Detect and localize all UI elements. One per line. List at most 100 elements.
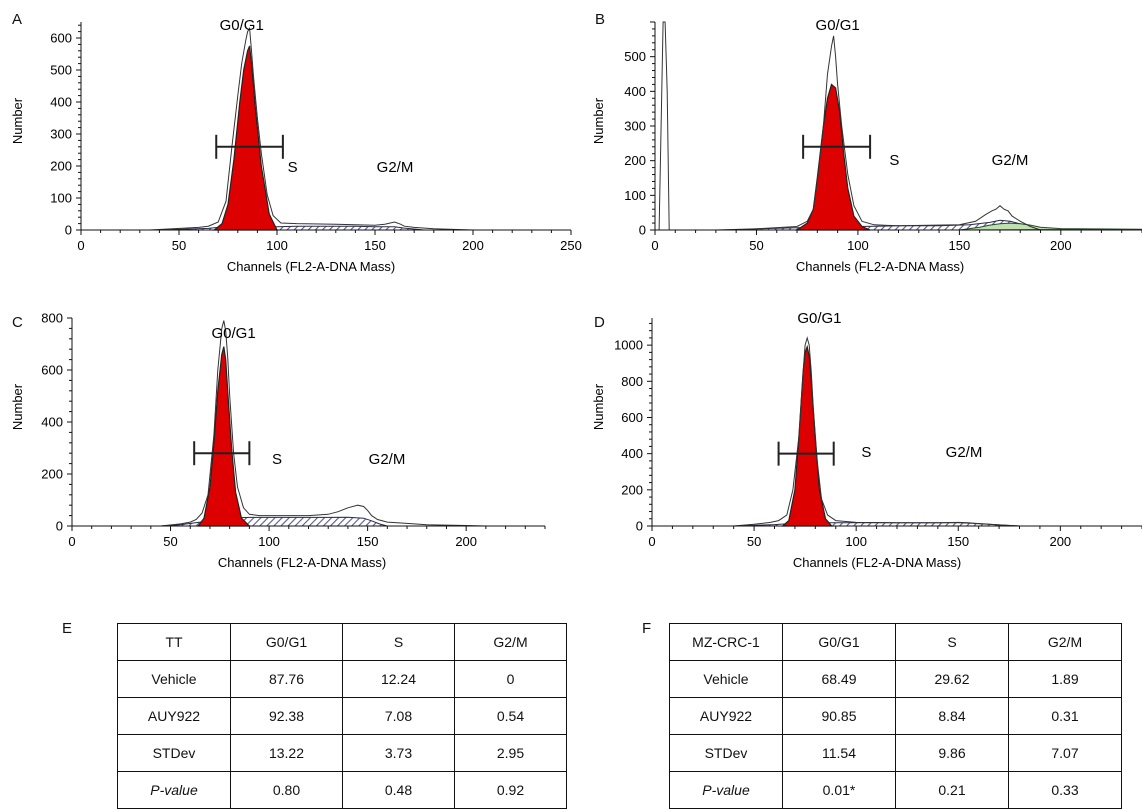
table-cell: S bbox=[342, 623, 455, 661]
table-cell: 0.48 bbox=[342, 771, 455, 809]
table-cell: 8.84 bbox=[895, 697, 1009, 735]
histogram-panel-a: 0 100 200 300 400 500 600 0 50 100 150 200 250 Channe… bbox=[10, 17, 582, 274]
g0g1-peak bbox=[795, 83, 871, 231]
table-cell: P-value bbox=[669, 771, 783, 809]
table-row: AUY922 90.85 8.84 0.31 bbox=[669, 697, 1122, 735]
x-tick-label: 100 bbox=[847, 238, 869, 253]
table-cell: G0/G1 bbox=[230, 623, 343, 661]
histogram-panel-b: 0 100 200 300 400 500 0 50 100 150 200 Channels (FL… bbox=[591, 17, 1142, 274]
x-tick-label: 150 bbox=[364, 238, 386, 253]
table-header-row: MZ-CRC-1 G0/G1 S G2/M bbox=[669, 623, 1122, 661]
y-tick-label: 500 bbox=[50, 63, 72, 78]
table-cell: 68.49 bbox=[782, 660, 896, 698]
y-tick-label: 100 bbox=[624, 188, 646, 203]
table-cell: P-value bbox=[117, 771, 231, 809]
y-tick-label: 800 bbox=[41, 311, 63, 326]
histogram-outline bbox=[733, 336, 1020, 527]
x-tick-label: 50 bbox=[172, 238, 186, 253]
y-axis-label: Number bbox=[591, 383, 606, 430]
y-tick-label: 200 bbox=[621, 482, 643, 497]
g0g1-label: G0/G1 bbox=[220, 17, 264, 34]
g0g1-label: G0/G1 bbox=[212, 325, 256, 342]
panel-letter-e: E bbox=[62, 620, 73, 637]
panel-letter-c: C bbox=[12, 314, 23, 331]
table-cell: S bbox=[895, 623, 1009, 661]
x-tick-label: 150 bbox=[947, 534, 969, 549]
x-tick-label: 200 bbox=[462, 238, 484, 253]
y-tick-label: 0 bbox=[636, 519, 643, 534]
table-cell: 92.38 bbox=[230, 697, 343, 735]
x-axis-label: Channels (FL2-A-DNA Mass) bbox=[796, 259, 964, 274]
table-cell: 87.76 bbox=[230, 660, 343, 698]
g2m-label: G2/M bbox=[992, 152, 1029, 169]
y-tick-label: 0 bbox=[639, 223, 646, 238]
histogram-panel-d: 0 200 400 600 800 1000 0 50 100 150 200 Channels (F… bbox=[591, 310, 1142, 570]
x-tick-label: 0 bbox=[651, 238, 658, 253]
x-tick-label: 50 bbox=[163, 534, 177, 549]
y-axis-label: Number bbox=[10, 97, 25, 144]
x-tick-label: 50 bbox=[747, 534, 761, 549]
y-tick-label: 600 bbox=[41, 363, 63, 378]
table-cell: 0.31 bbox=[1008, 697, 1122, 735]
table-cell: TT bbox=[117, 623, 231, 661]
g2m-label: G2/M bbox=[377, 159, 414, 176]
y-tick-label: 200 bbox=[624, 153, 646, 168]
s-label: S bbox=[889, 152, 899, 169]
y-tick-label: 300 bbox=[624, 119, 646, 134]
s-label: S bbox=[861, 444, 871, 461]
table-cell: 0.21 bbox=[895, 771, 1009, 809]
table-row: Vehicle 87.76 12.24 0 bbox=[117, 660, 567, 698]
y-tick-label: 400 bbox=[50, 95, 72, 110]
table-cell: AUY922 bbox=[117, 697, 231, 735]
g0g1-peak bbox=[781, 344, 834, 527]
y-tick-label: 100 bbox=[50, 191, 72, 206]
table-cell: G0/G1 bbox=[782, 623, 896, 661]
table-row: P-value 0.01* 0.21 0.33 bbox=[669, 771, 1122, 809]
x-axis-label: Channels (FL2-A-DNA Mass) bbox=[793, 555, 961, 570]
y-axis-label: Number bbox=[591, 97, 606, 144]
g2m-label: G2/M bbox=[946, 444, 983, 461]
table-cell: STDev bbox=[117, 734, 231, 772]
table-cell: AUY922 bbox=[669, 697, 783, 735]
table-cell: G2/M bbox=[454, 623, 567, 661]
table-cell: Vehicle bbox=[117, 660, 231, 698]
y-tick-label: 0 bbox=[65, 223, 72, 238]
table-cell: 0.01* bbox=[782, 771, 896, 809]
panel-letter-f: F bbox=[642, 620, 652, 637]
s-phase-area bbox=[159, 225, 425, 231]
y-tick-label: 400 bbox=[624, 84, 646, 99]
table-row: STDev 11.54 9.86 7.07 bbox=[669, 734, 1122, 772]
y-tick-label: 1000 bbox=[614, 338, 643, 353]
table-row: Vehicle 68.49 29.62 1.89 bbox=[669, 660, 1122, 698]
g0g1-peak bbox=[212, 45, 278, 231]
table-cell: 7.07 bbox=[1008, 734, 1122, 772]
table-cell: 3.73 bbox=[342, 734, 455, 772]
y-tick-label: 400 bbox=[621, 446, 643, 461]
x-tick-label: 0 bbox=[648, 534, 655, 549]
panel-letter-b: B bbox=[595, 11, 606, 28]
table-cell: Vehicle bbox=[669, 660, 783, 698]
x-axis-label: Channels (FL2-A-DNA Mass) bbox=[218, 555, 386, 570]
g0g1-peak bbox=[196, 346, 251, 527]
table-cell: 2.95 bbox=[454, 734, 567, 772]
y-tick-label: 800 bbox=[621, 374, 643, 389]
s-label: S bbox=[272, 451, 282, 468]
x-tick-label: 200 bbox=[1049, 534, 1071, 549]
x-axis-label: Channels (FL2-A-DNA Mass) bbox=[227, 259, 395, 274]
s-phase-area bbox=[160, 516, 388, 527]
x-tick-label: 0 bbox=[68, 534, 75, 549]
y-tick-label: 200 bbox=[41, 467, 63, 482]
table-cell: 29.62 bbox=[895, 660, 1009, 698]
table-cell: G2/M bbox=[1008, 623, 1122, 661]
table-cell: 0.54 bbox=[454, 697, 567, 735]
table-cell: 9.86 bbox=[895, 734, 1009, 772]
table-cell: 0.80 bbox=[230, 771, 343, 809]
y-tick-label: 0 bbox=[56, 519, 63, 534]
s-label: S bbox=[288, 159, 298, 176]
x-tick-label: 100 bbox=[258, 534, 280, 549]
table-cell: 7.08 bbox=[342, 697, 455, 735]
table-header-row: TT G0/G1 S G2/M bbox=[117, 623, 567, 661]
y-tick-label: 200 bbox=[50, 159, 72, 174]
x-tick-label: 200 bbox=[1050, 238, 1072, 253]
